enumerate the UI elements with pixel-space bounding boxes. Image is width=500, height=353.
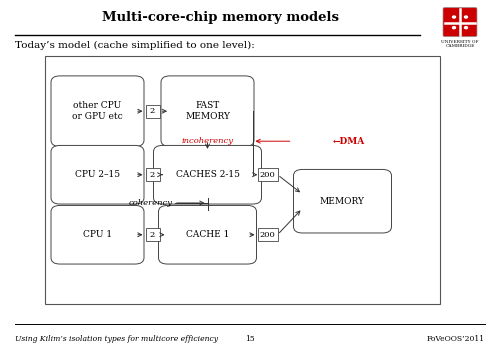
FancyBboxPatch shape [45, 56, 440, 304]
Circle shape [452, 16, 456, 18]
Text: 2: 2 [150, 171, 155, 179]
Circle shape [452, 26, 456, 29]
Text: CACHE 1: CACHE 1 [186, 230, 229, 239]
Text: CPU 1: CPU 1 [83, 230, 112, 239]
Text: Multi-core-chip memory models: Multi-core-chip memory models [102, 11, 338, 24]
FancyBboxPatch shape [158, 205, 256, 264]
FancyBboxPatch shape [294, 169, 392, 233]
Text: ←DMA: ←DMA [332, 137, 365, 146]
FancyBboxPatch shape [154, 145, 262, 204]
FancyBboxPatch shape [51, 145, 144, 204]
FancyBboxPatch shape [146, 228, 160, 241]
Text: FAST
MEMORY: FAST MEMORY [185, 102, 230, 121]
FancyBboxPatch shape [51, 205, 144, 264]
FancyBboxPatch shape [146, 168, 160, 181]
Text: UNIVERSITY OF
CAMBRIDGE: UNIVERSITY OF CAMBRIDGE [442, 40, 479, 48]
FancyBboxPatch shape [146, 105, 160, 118]
FancyBboxPatch shape [258, 228, 278, 241]
FancyBboxPatch shape [443, 7, 477, 37]
Text: 2: 2 [150, 107, 155, 115]
Text: CACHES 2-15: CACHES 2-15 [176, 170, 240, 179]
Text: other CPU
or GPU etc: other CPU or GPU etc [72, 102, 123, 121]
Text: MEMORY: MEMORY [320, 197, 365, 206]
FancyBboxPatch shape [51, 76, 144, 146]
Text: Today’s model (cache simplified to one level):: Today’s model (cache simplified to one l… [15, 41, 255, 50]
Text: 200: 200 [260, 231, 276, 239]
Text: 200: 200 [260, 171, 276, 179]
Text: CPU 2–15: CPU 2–15 [75, 170, 120, 179]
Text: 2: 2 [150, 231, 155, 239]
Circle shape [464, 26, 468, 29]
Text: incoherency: incoherency [182, 137, 234, 145]
Text: coherency: coherency [128, 199, 172, 207]
Text: 15: 15 [245, 335, 255, 343]
Text: Using Kilim’s isolation types for multicore efficiency: Using Kilim’s isolation types for multic… [15, 335, 218, 343]
Circle shape [464, 16, 468, 18]
FancyBboxPatch shape [161, 76, 254, 146]
Text: FoVeOOS’2011: FoVeOOS’2011 [427, 335, 485, 343]
FancyBboxPatch shape [258, 168, 278, 181]
